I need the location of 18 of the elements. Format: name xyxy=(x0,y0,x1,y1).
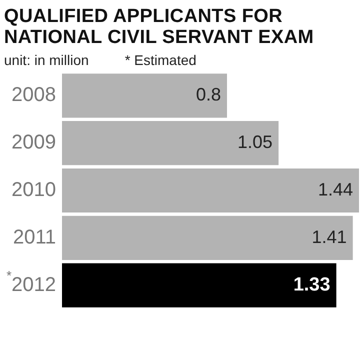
y-tick-label: 2009 xyxy=(12,132,56,154)
y-tick-label: 2010 xyxy=(12,179,56,202)
data-label: 1.44 xyxy=(318,179,353,200)
bar xyxy=(62,216,353,260)
text: unit: in million xyxy=(4,52,89,68)
bar xyxy=(62,263,336,308)
data-label: 1.05 xyxy=(238,132,273,152)
bar xyxy=(62,74,227,118)
y-tick-label: *2012 xyxy=(6,268,56,296)
y-tick-label: 2008 xyxy=(12,84,56,106)
y-tick-label: 2011 xyxy=(12,226,56,248)
text: * Estimated xyxy=(124,52,196,68)
chart-title: QUALIFIED APPLICANTS FOR NATIONAL CIVIL SERVANT EXAM xyxy=(3,5,315,48)
bar xyxy=(62,168,359,213)
data-label: 1.33 xyxy=(293,274,330,296)
data-label: 0.8 xyxy=(196,84,221,105)
bar xyxy=(62,121,279,166)
data-label: 1.41 xyxy=(312,226,347,247)
